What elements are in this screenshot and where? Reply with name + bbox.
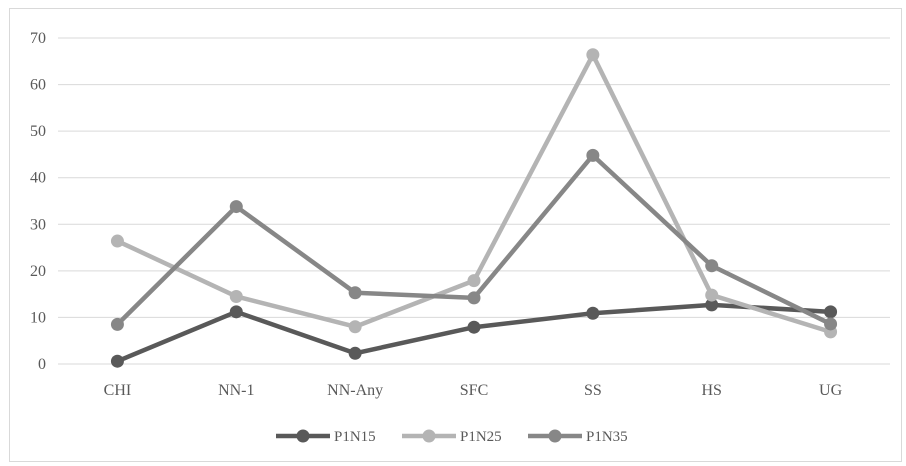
legend-label: P1N35	[586, 429, 628, 445]
legend-label: P1N15	[334, 429, 376, 445]
data-point-p1n15-nn-1	[229, 305, 243, 319]
legend-swatch-marker	[548, 429, 562, 443]
y-tick-label: 10	[30, 309, 46, 326]
legend: P1N15 P1N25 P1N35	[276, 429, 628, 445]
data-point-p1n35-hs	[705, 259, 719, 273]
y-axis-ticks: 0 10 20 30 40 50 60 70	[30, 30, 46, 373]
data-point-p1n15-nn-any	[348, 346, 362, 360]
series-line-p1n25	[115, 52, 833, 335]
legend-label: P1N25	[460, 429, 502, 445]
legend-item-p1n25: P1N25	[402, 429, 502, 445]
series-points	[110, 48, 838, 368]
data-point-p1n25-chi	[110, 234, 124, 248]
x-axis-ticks: CHI NN-1 NN-Any SFC SS HS UG	[104, 382, 843, 399]
data-point-p1n25-ss	[586, 48, 600, 62]
legend-item-p1n35: P1N35	[528, 429, 628, 445]
data-point-p1n25-nn-any	[348, 320, 362, 334]
data-point-p1n15-ss	[586, 306, 600, 320]
x-tick-label: SS	[584, 382, 602, 399]
gridlines	[58, 37, 890, 365]
y-tick-label: 30	[30, 216, 46, 233]
data-point-p1n15-chi	[110, 354, 124, 368]
chart-frame	[9, 8, 902, 462]
data-point-p1n35-chi	[110, 317, 124, 331]
x-tick-label: NN-Any	[327, 382, 383, 399]
x-tick-label: NN-1	[218, 382, 254, 399]
x-tick-label: HS	[701, 382, 721, 399]
legend-item-p1n15: P1N15	[276, 429, 376, 445]
x-tick-label: SFC	[460, 382, 488, 399]
data-point-p1n35-ss	[586, 148, 600, 162]
data-point-p1n15-ug	[824, 305, 838, 319]
x-tick-label: CHI	[104, 382, 132, 399]
y-tick-label: 20	[30, 263, 46, 280]
y-tick-label: 40	[30, 170, 46, 187]
legend-swatch-marker	[296, 429, 310, 443]
data-point-p1n15-hs	[705, 298, 719, 312]
data-point-p1n25-sfc	[467, 274, 481, 288]
y-tick-label: 60	[30, 77, 46, 94]
data-point-p1n35-sfc	[467, 291, 481, 305]
series-lines	[115, 52, 833, 364]
data-point-p1n35-nn-any	[348, 286, 362, 300]
y-tick-label: 0	[38, 356, 46, 373]
data-point-p1n25-nn-1	[229, 289, 243, 303]
data-point-p1n35-ug	[824, 317, 838, 331]
legend-swatch-marker	[422, 429, 436, 443]
data-point-p1n35-nn-1	[229, 200, 243, 214]
data-point-p1n15-sfc	[467, 320, 481, 334]
y-tick-label: 50	[30, 123, 46, 140]
x-tick-label: UG	[819, 382, 843, 399]
y-tick-label: 70	[30, 30, 46, 47]
data-point-p1n25-hs	[705, 288, 719, 302]
